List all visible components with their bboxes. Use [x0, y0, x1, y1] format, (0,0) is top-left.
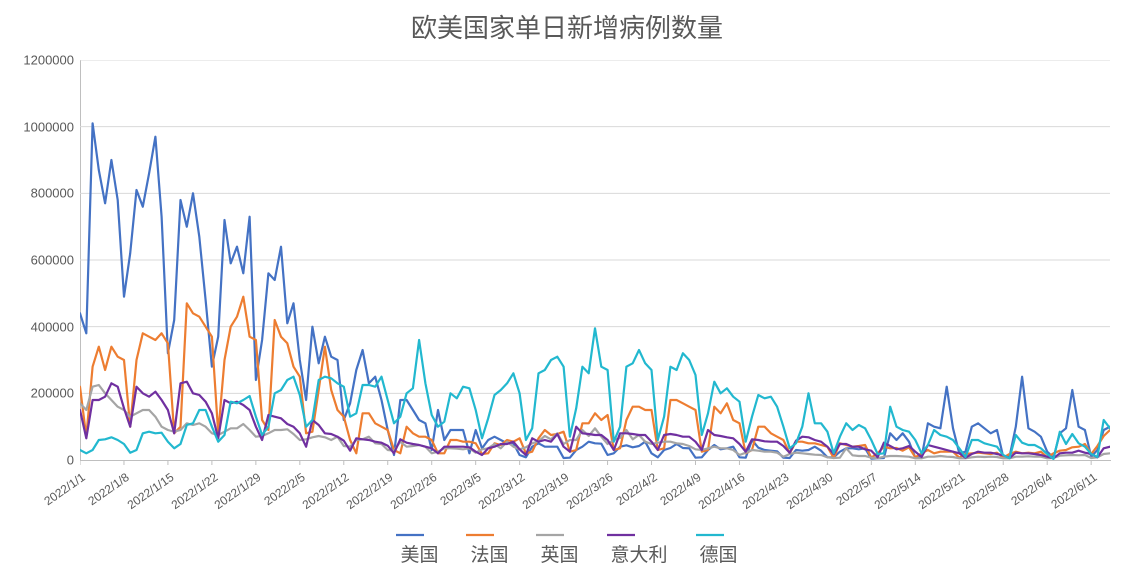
y-tick-label: 1200000: [23, 53, 74, 68]
y-tick-label: 400000: [31, 319, 74, 334]
legend-item: 法国: [466, 530, 508, 567]
x-tick-label: 2022/4/30: [784, 470, 836, 512]
chart-title: 欧美国家单日新增病例数量: [0, 8, 1134, 45]
x-tick-label: 2022/3/19: [520, 470, 572, 512]
x-tick-label: 2022/5/14: [872, 470, 924, 512]
x-tick-label: 2022/4/16: [696, 470, 748, 512]
y-axis-labels: 020000040000060000080000010000001200000: [0, 60, 74, 460]
x-tick-label: 2022/5/28: [959, 470, 1011, 512]
legend-item: 英国: [536, 530, 578, 567]
y-tick-label: 600000: [31, 253, 74, 268]
x-tick-label: 2022/6/4: [1009, 470, 1055, 508]
x-tick-label: 2022/4/2: [613, 470, 659, 508]
legend-label: 美国: [400, 545, 438, 566]
x-tick-label: 2022/1/29: [212, 470, 264, 512]
x-tick-label: 2022/2/19: [344, 470, 396, 512]
x-tick-label: 2022/1/15: [124, 470, 176, 512]
series-意大利: [80, 382, 1110, 459]
chart-lines: [80, 60, 1110, 460]
legend-label: 意大利: [611, 545, 668, 566]
legend-label: 法国: [470, 545, 508, 566]
x-tick-label: 2022/2/26: [388, 470, 440, 512]
x-tick-label: 2022/4/23: [740, 470, 792, 512]
legend-item: 美国: [396, 530, 438, 567]
y-tick-label: 0: [67, 453, 74, 468]
legend-item: 德国: [696, 530, 738, 567]
series-英国: [80, 385, 1110, 458]
x-tick-label: 2022/3/26: [564, 470, 616, 512]
x-tick-label: 2022/6/11: [1048, 470, 1099, 512]
x-tick-label: 2022/1/22: [168, 470, 220, 512]
x-tick-label: 2022/3/12: [476, 470, 528, 512]
x-tick-label: 2022/2/12: [300, 470, 352, 512]
x-tick-label: 2022/1/1: [42, 470, 88, 508]
series-美国: [80, 123, 1110, 458]
x-tick-label: 2022/5/21: [916, 470, 968, 512]
legend-item: 意大利: [607, 530, 668, 567]
y-tick-label: 800000: [31, 186, 74, 201]
y-tick-label: 200000: [31, 386, 74, 401]
legend: 美国 法国 英国 意大利 德国: [0, 530, 1134, 567]
legend-label: 德国: [700, 545, 738, 566]
legend-label: 英国: [540, 545, 578, 566]
y-tick-label: 1000000: [23, 119, 74, 134]
